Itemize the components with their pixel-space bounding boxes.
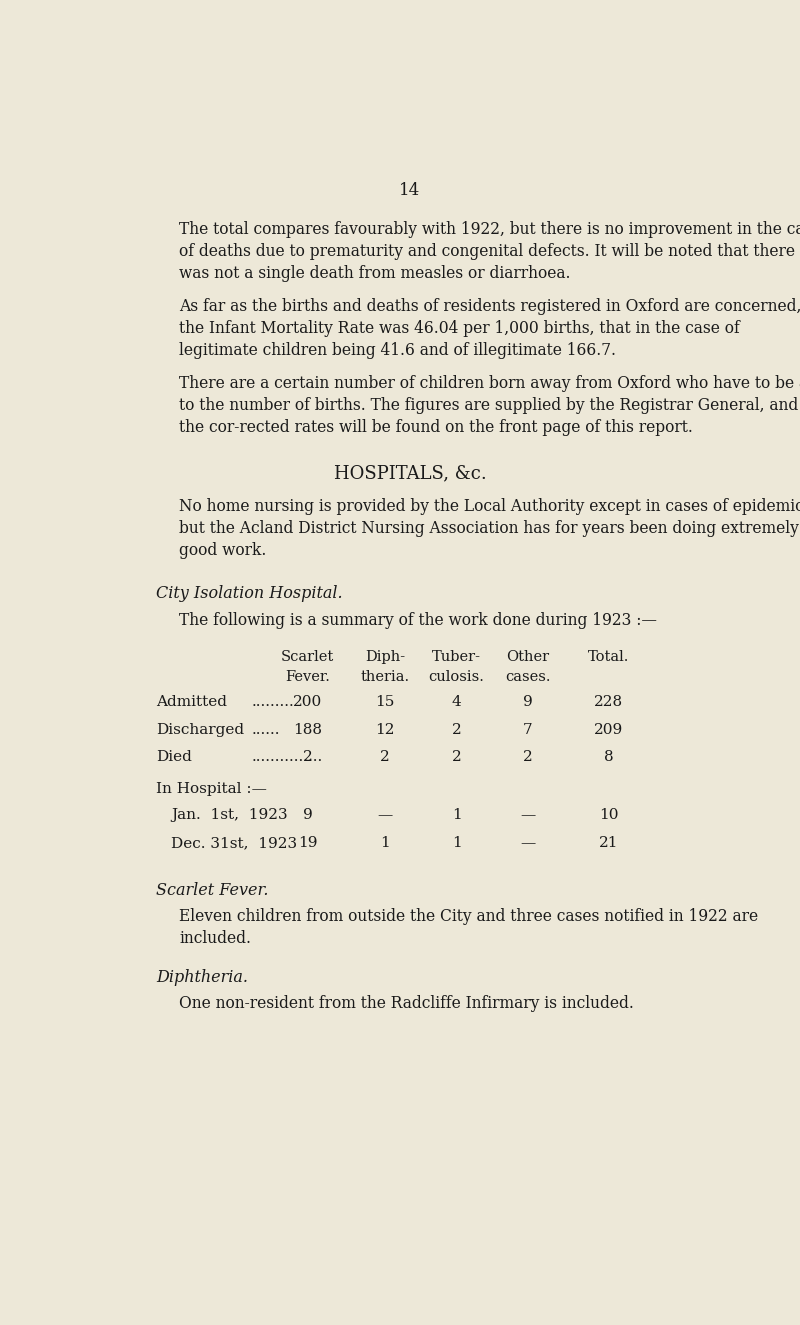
Text: was not a single death from measles or diarrhoea.: was not a single death from measles or d…	[179, 265, 571, 282]
Text: No home nursing is provided by the Local Authority except in cases of epidemics,: No home nursing is provided by the Local…	[179, 498, 800, 515]
Text: good work.: good work.	[179, 542, 266, 559]
Text: 188: 188	[294, 722, 322, 737]
Text: 9: 9	[303, 808, 313, 823]
Text: Tuber-: Tuber-	[432, 651, 481, 664]
Text: Other: Other	[506, 651, 550, 664]
Text: 2: 2	[303, 750, 313, 765]
Text: Diph-: Diph-	[365, 651, 406, 664]
Text: 2: 2	[380, 750, 390, 765]
Text: included.: included.	[179, 930, 251, 947]
Text: Scarlet Fever.: Scarlet Fever.	[156, 882, 268, 898]
Text: Fever.: Fever.	[286, 669, 330, 684]
Text: 209: 209	[594, 722, 623, 737]
Text: ...............: ...............	[252, 750, 323, 765]
Text: theria.: theria.	[361, 669, 410, 684]
Text: legitimate children being 41.6 and of illegitimate 166.7.: legitimate children being 41.6 and of il…	[179, 342, 616, 359]
Text: City Isolation Hospital.: City Isolation Hospital.	[156, 586, 342, 603]
Text: 10: 10	[598, 808, 618, 823]
Text: .........: .........	[252, 696, 294, 709]
Text: One non-resident from the Radcliffe Infirmary is included.: One non-resident from the Radcliffe Infi…	[179, 995, 634, 1012]
Text: to the number of births. The figures are supplied by the Registrar General, and: to the number of births. The figures are…	[179, 398, 798, 415]
Text: 200: 200	[293, 696, 322, 709]
Text: HOSPITALS, &c.: HOSPITALS, &c.	[334, 465, 486, 482]
Text: 12: 12	[375, 722, 395, 737]
Text: 2: 2	[452, 722, 462, 737]
Text: Dec. 31st,  1923: Dec. 31st, 1923	[171, 836, 298, 849]
Text: 21: 21	[598, 836, 618, 849]
Text: culosis.: culosis.	[429, 669, 485, 684]
Text: 19: 19	[298, 836, 318, 849]
Text: of deaths due to prematurity and congenital defects. It will be noted that there: of deaths due to prematurity and congeni…	[179, 244, 795, 260]
Text: 2: 2	[452, 750, 462, 765]
Text: 7: 7	[523, 722, 533, 737]
Text: As far as the births and deaths of residents registered in Oxford are concerned,: As far as the births and deaths of resid…	[179, 298, 800, 315]
Text: Died: Died	[156, 750, 192, 765]
Text: 4: 4	[452, 696, 462, 709]
Text: but the Acland District Nursing Association has for years been doing extremely: but the Acland District Nursing Associat…	[179, 521, 799, 537]
Text: 228: 228	[594, 696, 623, 709]
Text: 14: 14	[399, 183, 421, 200]
Text: The total compares favourably with 1922, but there is no improvement in the case: The total compares favourably with 1922,…	[179, 221, 800, 238]
Text: There are a certain number of children born away from Oxford who have to be adde: There are a certain number of children b…	[179, 375, 800, 392]
Text: 1: 1	[452, 836, 462, 849]
Text: 15: 15	[375, 696, 395, 709]
Text: 9: 9	[523, 696, 533, 709]
Text: 1: 1	[452, 808, 462, 823]
Text: —: —	[520, 836, 535, 849]
Text: —: —	[520, 808, 535, 823]
Text: cases.: cases.	[505, 669, 550, 684]
Text: Diphtheria.: Diphtheria.	[156, 969, 248, 986]
Text: The following is a summary of the work done during 1923 :—: The following is a summary of the work d…	[179, 612, 658, 629]
Text: Eleven children from outside the City and three cases notified in 1922 are: Eleven children from outside the City an…	[179, 909, 758, 925]
Text: ......: ......	[252, 722, 280, 737]
Text: In Hospital :—: In Hospital :—	[156, 782, 266, 796]
Text: Admitted: Admitted	[156, 696, 227, 709]
Text: the Infant Mortality Rate was 46.04 per 1,000 births, that in the case of: the Infant Mortality Rate was 46.04 per …	[179, 321, 740, 337]
Text: 8: 8	[603, 750, 614, 765]
Text: —: —	[378, 808, 393, 823]
Text: Scarlet: Scarlet	[281, 651, 334, 664]
Text: 1: 1	[380, 836, 390, 849]
Text: the cor­rected rates will be found on the front page of this report.: the cor­rected rates will be found on th…	[179, 419, 694, 436]
Text: Total.: Total.	[588, 651, 629, 664]
Text: 2: 2	[523, 750, 533, 765]
Text: Jan.  1st,  1923: Jan. 1st, 1923	[171, 808, 288, 823]
Text: Discharged: Discharged	[156, 722, 244, 737]
